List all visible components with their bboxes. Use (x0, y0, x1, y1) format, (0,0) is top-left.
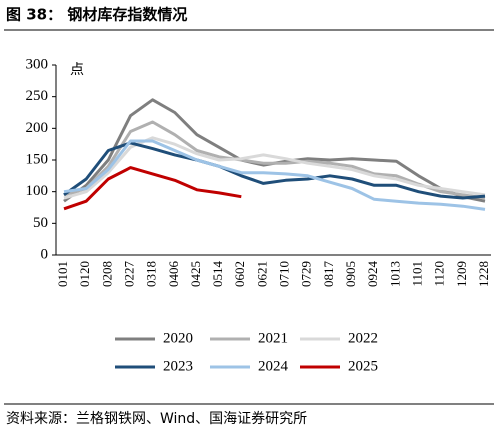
y-tick-label: 200 (26, 120, 49, 136)
x-tick-label: 0208 (99, 261, 114, 287)
legend-label: 2022 (348, 330, 378, 346)
y-tick-label: 0 (41, 246, 49, 262)
legend-label: 2023 (163, 358, 193, 374)
x-tick-label: 0101 (55, 261, 70, 287)
x-tick-label: 0514 (210, 261, 225, 288)
x-tick-label: 0621 (254, 261, 269, 287)
x-tick-label: 1228 (476, 261, 491, 287)
x-tick-label: 1013 (387, 261, 402, 287)
x-tick-label: 1209 (454, 261, 469, 287)
chart-title: 图 38： 钢材库存指数情况 (6, 6, 187, 24)
legend-label: 2021 (258, 330, 288, 346)
y-tick-label: 100 (26, 183, 49, 199)
x-tick-label: 0905 (343, 261, 358, 287)
y-unit: 点 (70, 62, 84, 78)
legend-label: 2020 (163, 330, 193, 346)
series-line (63, 141, 486, 200)
y-tick-label: 300 (26, 56, 49, 72)
x-tick-label: 0406 (166, 261, 181, 288)
x-tick-label: 0817 (321, 261, 336, 288)
x-tick-label: 0729 (299, 261, 314, 287)
x-tick-label: 0924 (365, 261, 380, 288)
series-line (63, 139, 486, 211)
legend-label: 2024 (258, 358, 289, 374)
x-tick-label: 0120 (77, 261, 92, 287)
x-tick-label: 0318 (144, 261, 159, 287)
source: 资料来源：兰格钢铁网、Wind、国海证券研究所 (6, 411, 307, 427)
legend-label: 2025 (348, 358, 378, 374)
x-tick-label: 0710 (277, 261, 292, 287)
x-tick-label: 0602 (232, 261, 247, 287)
y-tick-label: 250 (26, 88, 49, 104)
series-line (63, 136, 486, 200)
x-tick-label: 0425 (188, 261, 203, 287)
y-tick-label: 50 (33, 215, 48, 231)
y-tick-label: 150 (26, 151, 49, 167)
x-tick-label: 1120 (432, 261, 447, 287)
series-line (63, 166, 242, 211)
x-tick-label: 1101 (410, 261, 425, 287)
x-tick-label: 0227 (121, 261, 136, 288)
